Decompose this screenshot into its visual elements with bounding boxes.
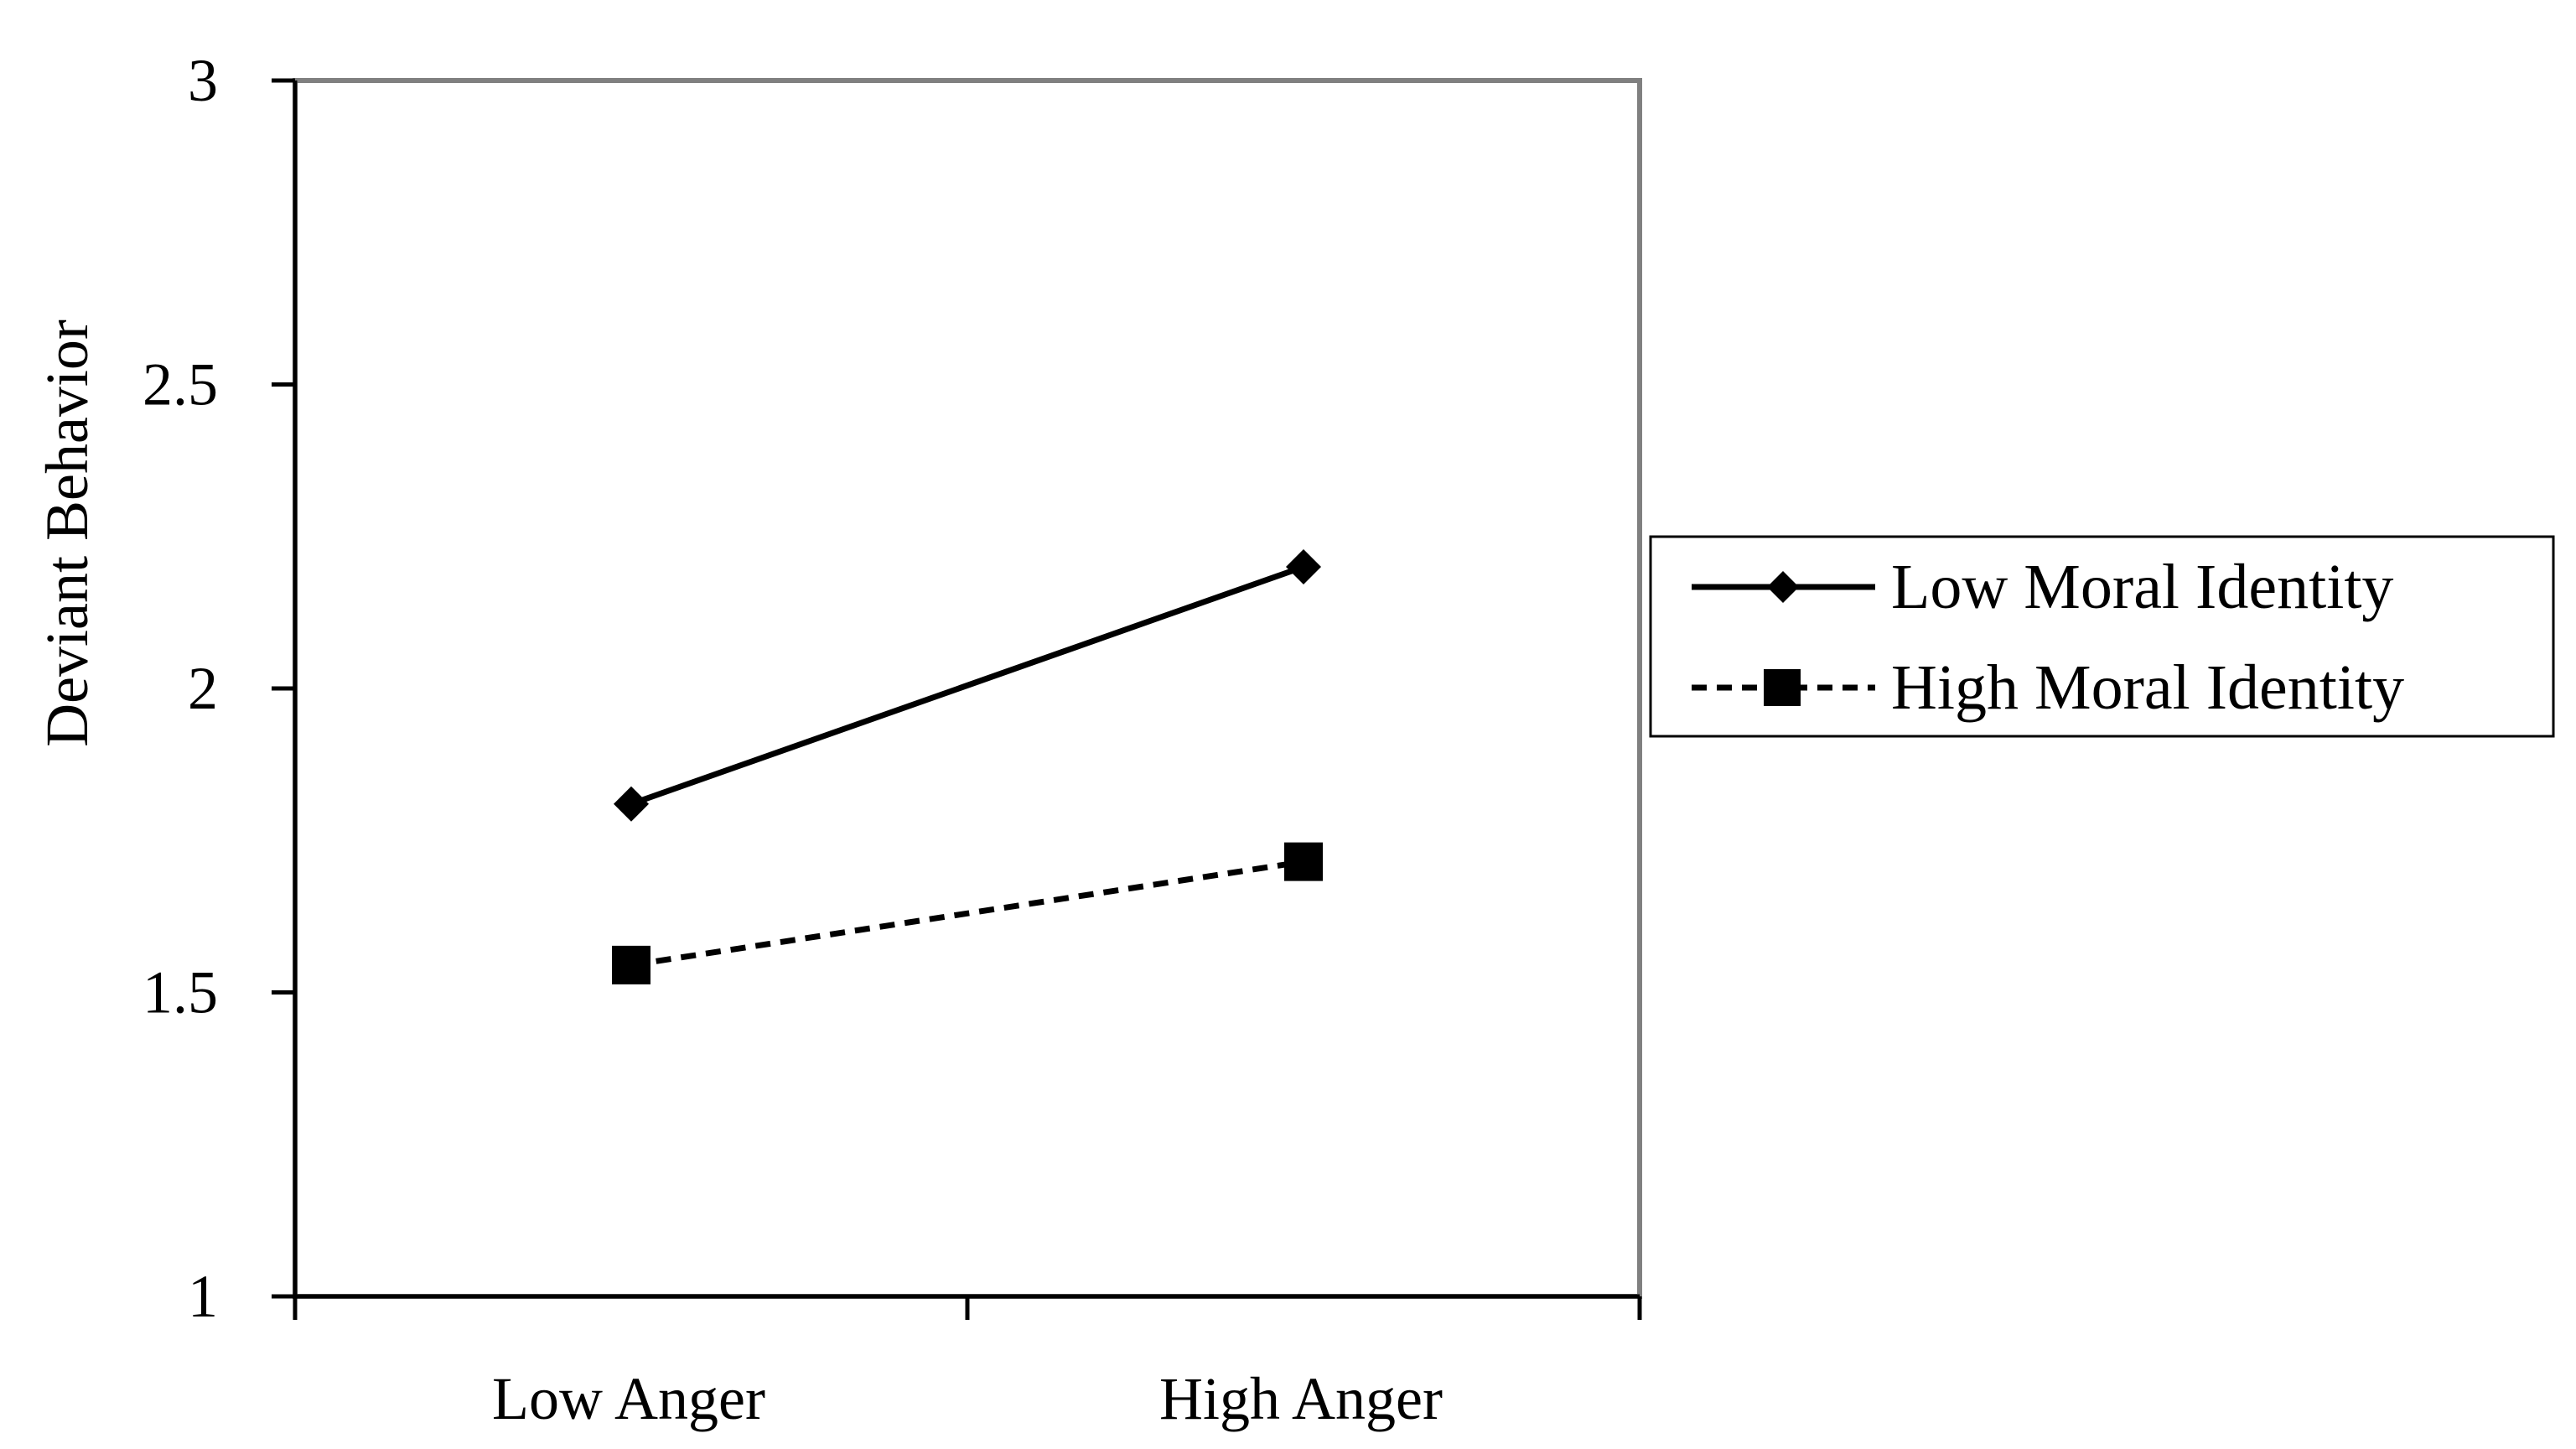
data-point-square (1284, 842, 1323, 881)
legend-box (1649, 535, 2555, 738)
series-line-1 (630, 859, 1304, 969)
data-point-diamond (1286, 549, 1321, 584)
y-tick-label: 3 (188, 47, 218, 114)
legend-marker-diamond-icon (1767, 571, 1799, 603)
legend-marker-square-icon (1764, 669, 1801, 706)
y-tick-label: 1.5 (143, 959, 218, 1026)
data-point-diamond (614, 786, 649, 822)
legend-label-low-moral-identity: Low Moral Identity (1891, 552, 2393, 622)
y-axis-title: Deviant Behavior (34, 319, 101, 747)
x-axis-tick-labels: Low Anger High Anger (492, 1365, 1443, 1432)
series-line-0 (630, 564, 1305, 808)
y-tick-label: 2 (188, 655, 218, 722)
x-tick-label: Low Anger (492, 1365, 765, 1432)
x-axis-ticks (293, 1296, 1642, 1320)
x-tick-label: High Anger (1159, 1365, 1443, 1432)
legend-label-high-moral-identity: High Moral Identity (1891, 652, 2404, 723)
y-tick-label: 2.5 (143, 351, 218, 418)
y-axis-ticks: 1 1.5 2 2.5 3 (143, 47, 295, 1330)
y-tick-label: 1 (188, 1263, 218, 1330)
legend: Low Moral Identity High Moral Identity (1649, 535, 2555, 738)
series-layer (612, 549, 1323, 984)
data-point-square (612, 945, 650, 984)
